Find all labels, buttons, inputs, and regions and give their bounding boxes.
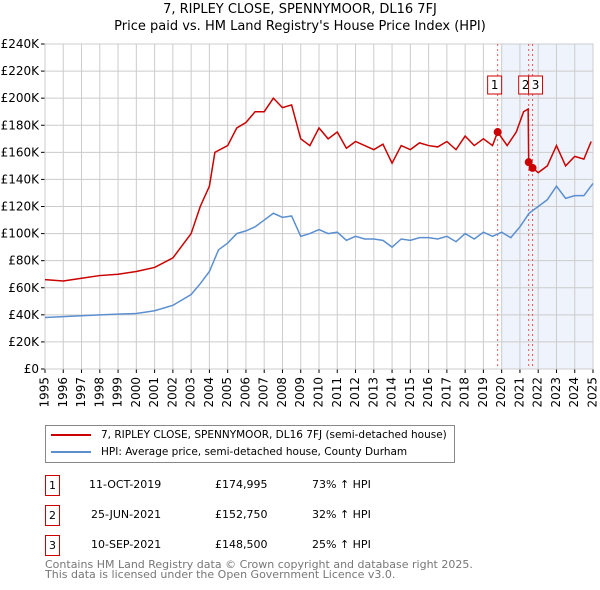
x-tick-label: 1997 (74, 377, 88, 408)
x-tick-label: 2012 (348, 377, 362, 408)
y-tick-label: £220K (1, 64, 41, 78)
sale-label: 3 (532, 78, 540, 92)
y-tick-label: £180K (1, 118, 41, 132)
chart-title: 7, RIPLEY CLOSE, SPENNYMOOR, DL16 7FJ (163, 2, 437, 17)
sale-marker-label: 1 (45, 475, 60, 496)
sale-marker-label: 3 (45, 535, 60, 556)
x-tick-label: 1998 (92, 377, 106, 408)
x-tick-label: 2025 (586, 377, 600, 408)
x-tick-label: 2010 (312, 377, 326, 408)
sale-price: £174,995 (215, 478, 268, 491)
x-tick-label: 2013 (366, 377, 380, 408)
sale-hpi: 32% ↑ HPI (312, 508, 371, 521)
legend-label-hpi: HPI: Average price, semi-detached house,… (101, 446, 408, 458)
x-tick-label: 2016 (421, 377, 435, 408)
y-tick-label: £0 (24, 362, 39, 376)
x-tick-label: 2019 (476, 377, 490, 408)
sale-date: 10-SEP-2021 (91, 538, 162, 551)
sale-price: £148,500 (215, 538, 268, 551)
x-tick-label: 2018 (458, 377, 472, 408)
x-tick-label: 2009 (293, 377, 307, 408)
sale-point (493, 128, 502, 137)
sale-label: 2 (522, 78, 530, 92)
sale-point (524, 158, 533, 167)
legend: 7, RIPLEY CLOSE, SPENNYMOOR, DL16 7FJ (s… (45, 425, 455, 463)
x-tick-label: 2017 (439, 377, 453, 408)
x-tick-label: 2014 (385, 377, 399, 408)
property-price-line (44, 96, 592, 282)
y-tick-label: £100K (1, 227, 41, 241)
x-tick-label: 2020 (494, 377, 508, 408)
x-tick-label: 2004 (202, 377, 216, 408)
x-tick-label: 2006 (238, 377, 252, 408)
legend-swatch-property (51, 434, 91, 436)
sale-date: 11-OCT-2019 (89, 478, 162, 491)
y-tick-label: £140K (1, 172, 41, 186)
y-tick-label: £160K (1, 145, 41, 159)
x-tick-label: 2023 (549, 377, 563, 408)
x-tick-label: 2011 (330, 377, 344, 408)
x-tick-label: 2002 (165, 377, 179, 408)
sale-row: 2 25-JUN-2021 £152,750 32% ↑ HPI (45, 505, 445, 526)
chart-subtitle: Price paid vs. HM Land Registry's House … (114, 19, 486, 34)
sale-label-box (487, 75, 503, 95)
y-tick-label: £80K (8, 254, 40, 268)
y-tick-label: £200K (1, 91, 41, 105)
y-tick-label: £240K (1, 37, 41, 51)
sale-marker-label: 2 (45, 505, 60, 526)
x-tick-label: 1996 (56, 377, 70, 408)
x-tick-label: 2024 (567, 377, 581, 408)
x-tick-label: 2003 (184, 377, 198, 408)
x-tick-label: 2021 (512, 377, 526, 408)
hpi-line (44, 183, 594, 319)
footer: Contains HM Land Registry data © Crown c… (45, 558, 473, 581)
sale-label-box (528, 75, 544, 95)
x-tick-label: 2005 (220, 377, 234, 408)
x-tick-label: 2022 (531, 377, 545, 408)
y-tick-label: £20K (8, 335, 40, 349)
sale-date: 25-JUN-2021 (91, 508, 162, 521)
x-tick-label: 2001 (147, 377, 161, 408)
x-tick-label: 1999 (111, 377, 125, 408)
sale-hpi: 73% ↑ HPI (312, 478, 371, 491)
legend-swatch-hpi (51, 451, 91, 453)
sale-point (528, 163, 537, 172)
x-tick-label: 1995 (38, 377, 52, 408)
y-tick-label: £120K (1, 200, 41, 214)
sale-price: £152,750 (215, 508, 268, 521)
y-tick-label: £40K (8, 308, 40, 322)
footer-licence: This data is licensed under the Open Gov… (45, 568, 396, 581)
x-tick-label: 2000 (129, 377, 143, 408)
sale-row: 1 11-OCT-2019 £174,995 73% ↑ HPI (45, 475, 445, 496)
sale-label: 1 (491, 78, 499, 92)
x-tick-label: 2008 (275, 377, 289, 408)
sale-hpi: 25% ↑ HPI (312, 538, 371, 551)
x-tick-label: 2007 (257, 377, 271, 408)
plot-frame (44, 43, 594, 370)
chart: 1995 1996 1997 1998 1999 2000 2001 2002 2003 2004… (1, 37, 600, 408)
y-tick-label: £60K (8, 281, 40, 295)
footer-copyright: Contains HM Land Registry data © Crown c… (45, 558, 473, 571)
legend-label-property: 7, RIPLEY CLOSE, SPENNYMOOR, DL16 7FJ (s… (101, 429, 447, 441)
x-tick-label: 2015 (403, 377, 417, 408)
sale-row: 3 10-SEP-2021 £148,500 25% ↑ HPI (45, 535, 445, 556)
